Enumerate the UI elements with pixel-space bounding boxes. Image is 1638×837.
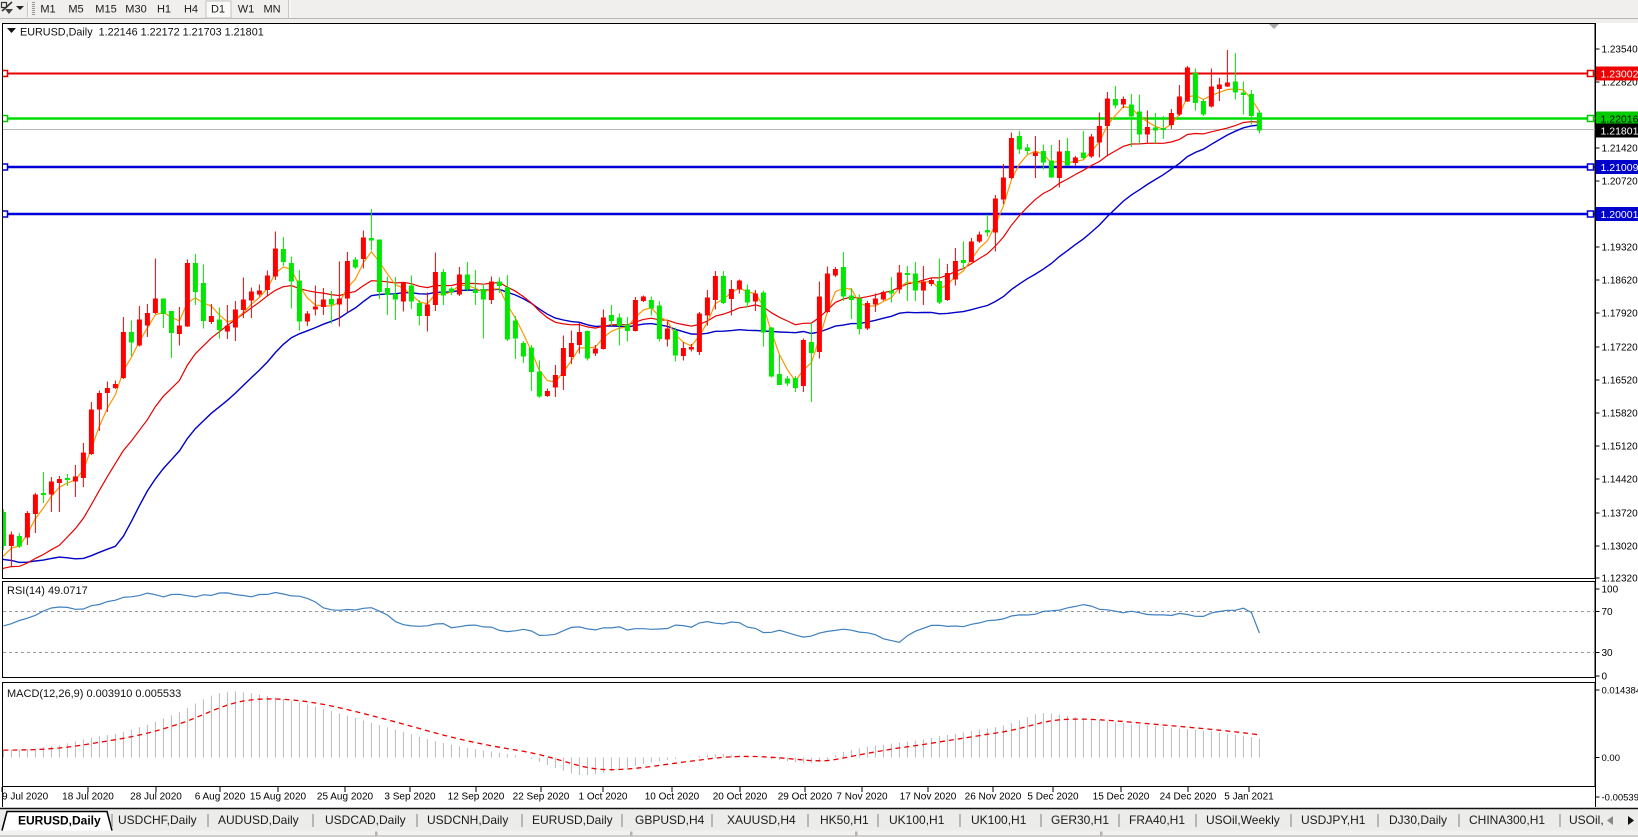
svg-text:USDCAD,Daily: USDCAD,Daily [325, 813, 406, 827]
svg-text:GBPUSD,H4: GBPUSD,H4 [635, 813, 705, 827]
svg-text:1 Oct 2020: 1 Oct 2020 [579, 792, 628, 803]
svg-text:-0.005396: -0.005396 [1602, 793, 1638, 804]
svg-text:D1: D1 [211, 4, 225, 16]
svg-text:24 Dec 2020: 24 Dec 2020 [1160, 792, 1217, 803]
svg-text:RSI(14) 49.0717: RSI(14) 49.0717 [7, 585, 88, 597]
svg-text:M15: M15 [95, 4, 116, 16]
svg-text:1.14420: 1.14420 [1602, 475, 1638, 486]
svg-text:EURUSD,Daily: EURUSD,Daily [18, 814, 101, 828]
svg-text:DJ30,Daily: DJ30,Daily [1389, 813, 1447, 827]
svg-text:1.17220: 1.17220 [1602, 343, 1638, 354]
svg-text:EURUSD,Daily: EURUSD,Daily [532, 813, 613, 827]
svg-text:10 Oct 2020: 10 Oct 2020 [645, 792, 700, 803]
svg-text:12 Sep 2020: 12 Sep 2020 [448, 792, 505, 803]
svg-text:UK100,H1: UK100,H1 [889, 813, 945, 827]
svg-text:1.15820: 1.15820 [1602, 409, 1638, 420]
svg-text:25 Aug 2020: 25 Aug 2020 [317, 792, 374, 803]
svg-text:1.21801: 1.21801 [1601, 126, 1638, 138]
svg-text:XAUUSD,H4: XAUUSD,H4 [727, 813, 796, 827]
svg-text:1.13020: 1.13020 [1602, 542, 1638, 553]
svg-text:26 Nov 2020: 26 Nov 2020 [965, 792, 1022, 803]
svg-text:MACD(12,26,9) 0.003910 0.00553: MACD(12,26,9) 0.003910 0.005533 [7, 688, 181, 700]
svg-text:5 Jan 2021: 5 Jan 2021 [1224, 792, 1274, 803]
svg-text:EURUSD,Daily 1.22146 1.22172: EURUSD,Daily 1.22146 1.22172 1.21703 1.2… [20, 27, 264, 39]
svg-text:100: 100 [1602, 585, 1619, 596]
svg-text:15 Dec 2020: 15 Dec 2020 [1093, 792, 1150, 803]
svg-text:70: 70 [1602, 607, 1614, 618]
svg-text:MN: MN [263, 4, 280, 16]
svg-text:1.16520: 1.16520 [1602, 376, 1638, 387]
svg-text:FRA40,H1: FRA40,H1 [1129, 813, 1185, 827]
svg-text:W1: W1 [238, 4, 255, 16]
svg-text:1.20720: 1.20720 [1602, 177, 1638, 188]
svg-text:USDJPY,H1: USDJPY,H1 [1301, 813, 1366, 827]
svg-text:AUDUSD,Daily: AUDUSD,Daily [218, 813, 299, 827]
svg-text:H1: H1 [157, 4, 171, 16]
svg-text:30: 30 [1602, 648, 1614, 659]
svg-text:M5: M5 [68, 4, 83, 16]
svg-text:USOil,: USOil, [1569, 813, 1604, 827]
svg-text:USDCHF,Daily: USDCHF,Daily [118, 813, 197, 827]
svg-text:H4: H4 [184, 4, 198, 16]
svg-text:0.00: 0.00 [1602, 753, 1621, 764]
svg-text:M1: M1 [40, 4, 55, 16]
svg-text:CHINA300,H1: CHINA300,H1 [1469, 813, 1545, 827]
svg-text:5 Dec 2020: 5 Dec 2020 [1027, 792, 1079, 803]
svg-text:29 Oct 2020: 29 Oct 2020 [778, 792, 833, 803]
svg-text:1.20001: 1.20001 [1601, 209, 1638, 221]
svg-text:USDCNH,Daily: USDCNH,Daily [427, 813, 508, 827]
svg-text:1.13720: 1.13720 [1602, 509, 1638, 520]
svg-text:28 Jul 2020: 28 Jul 2020 [130, 792, 182, 803]
svg-text:9 Jul 2020: 9 Jul 2020 [2, 792, 49, 803]
svg-text:GER30,H1: GER30,H1 [1051, 813, 1109, 827]
svg-text:1.22016: 1.22016 [1601, 114, 1638, 126]
svg-text:1.12320: 1.12320 [1602, 574, 1638, 585]
svg-text:M30: M30 [125, 4, 146, 16]
svg-text:0.014384: 0.014384 [1602, 686, 1638, 697]
svg-text:0: 0 [1602, 672, 1608, 683]
svg-text:HK50,H1: HK50,H1 [820, 813, 869, 827]
svg-text:1.17920: 1.17920 [1602, 309, 1638, 320]
svg-text:7 Nov 2020: 7 Nov 2020 [836, 792, 888, 803]
svg-text:1.22820: 1.22820 [1602, 78, 1638, 89]
svg-text:1.23540: 1.23540 [1602, 45, 1638, 56]
svg-text:UK100,H1: UK100,H1 [971, 813, 1027, 827]
svg-text:1.21420: 1.21420 [1602, 144, 1638, 155]
svg-text:USOil,Weekly: USOil,Weekly [1206, 813, 1280, 827]
svg-text:1.19320: 1.19320 [1602, 243, 1638, 254]
svg-text:6 Aug 2020: 6 Aug 2020 [195, 792, 246, 803]
svg-text:15 Aug 2020: 15 Aug 2020 [250, 792, 307, 803]
svg-text:17 Nov 2020: 17 Nov 2020 [900, 792, 957, 803]
svg-text:1.15120: 1.15120 [1602, 442, 1638, 453]
svg-text:22 Sep 2020: 22 Sep 2020 [513, 792, 570, 803]
svg-text:20 Oct 2020: 20 Oct 2020 [713, 792, 768, 803]
svg-text:18 Jul 2020: 18 Jul 2020 [62, 792, 114, 803]
svg-text:3 Sep 2020: 3 Sep 2020 [384, 792, 436, 803]
svg-text:1.18620: 1.18620 [1602, 276, 1638, 287]
svg-text:1.21009: 1.21009 [1601, 162, 1638, 174]
svg-text:1.23002: 1.23002 [1601, 69, 1638, 81]
